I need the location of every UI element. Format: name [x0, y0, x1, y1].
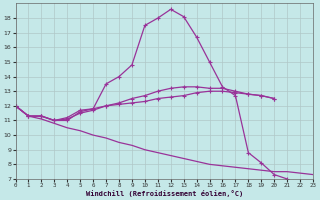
- X-axis label: Windchill (Refroidissement éolien,°C): Windchill (Refroidissement éolien,°C): [86, 190, 243, 197]
